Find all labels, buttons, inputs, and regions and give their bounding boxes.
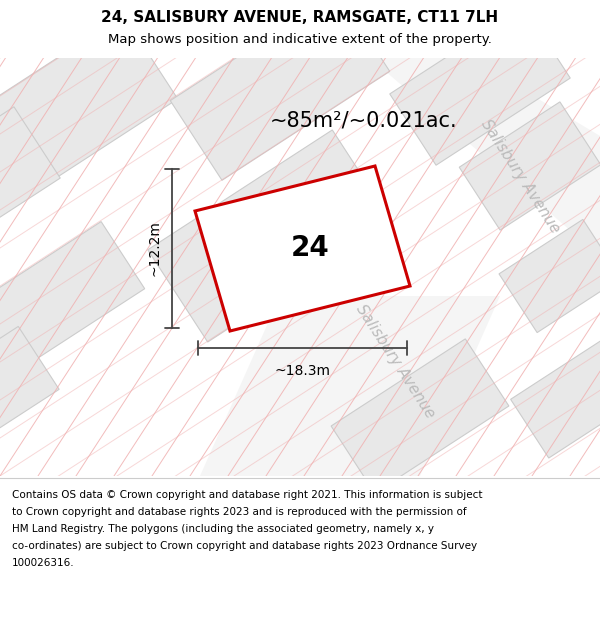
Polygon shape — [195, 166, 410, 331]
Text: ~85m²/~0.021ac.: ~85m²/~0.021ac. — [270, 111, 458, 131]
Text: Salisbury Avenue: Salisbury Avenue — [353, 301, 437, 421]
Polygon shape — [390, 7, 570, 165]
Polygon shape — [148, 130, 392, 342]
Polygon shape — [331, 339, 509, 493]
Text: Map shows position and indicative extent of the property.: Map shows position and indicative extent… — [108, 34, 492, 46]
Text: ~18.3m: ~18.3m — [275, 364, 331, 378]
Text: to Crown copyright and database rights 2023 and is reproduced with the permissio: to Crown copyright and database rights 2… — [12, 507, 467, 517]
Polygon shape — [200, 296, 500, 476]
Polygon shape — [0, 326, 59, 466]
Text: 24, SALISBURY AVENUE, RAMSGATE, CT11 7LH: 24, SALISBURY AVENUE, RAMSGATE, CT11 7LH — [101, 11, 499, 26]
Polygon shape — [511, 334, 600, 458]
Polygon shape — [459, 102, 600, 230]
Text: 100026316.: 100026316. — [12, 558, 74, 568]
Text: Salisbury Avenue: Salisbury Avenue — [478, 116, 562, 236]
Text: HM Land Registry. The polygons (including the associated geometry, namely x, y: HM Land Registry. The polygons (includin… — [12, 524, 434, 534]
Polygon shape — [499, 219, 600, 332]
Text: co-ordinates) are subject to Crown copyright and database rights 2023 Ordnance S: co-ordinates) are subject to Crown copyr… — [12, 541, 477, 551]
Polygon shape — [0, 15, 178, 197]
Text: 24: 24 — [290, 234, 329, 262]
Polygon shape — [0, 222, 145, 371]
Polygon shape — [0, 107, 60, 265]
Polygon shape — [370, 58, 600, 256]
Text: Contains OS data © Crown copyright and database right 2021. This information is : Contains OS data © Crown copyright and d… — [12, 490, 482, 500]
Text: ~12.2m: ~12.2m — [148, 221, 162, 276]
Polygon shape — [170, 0, 390, 180]
